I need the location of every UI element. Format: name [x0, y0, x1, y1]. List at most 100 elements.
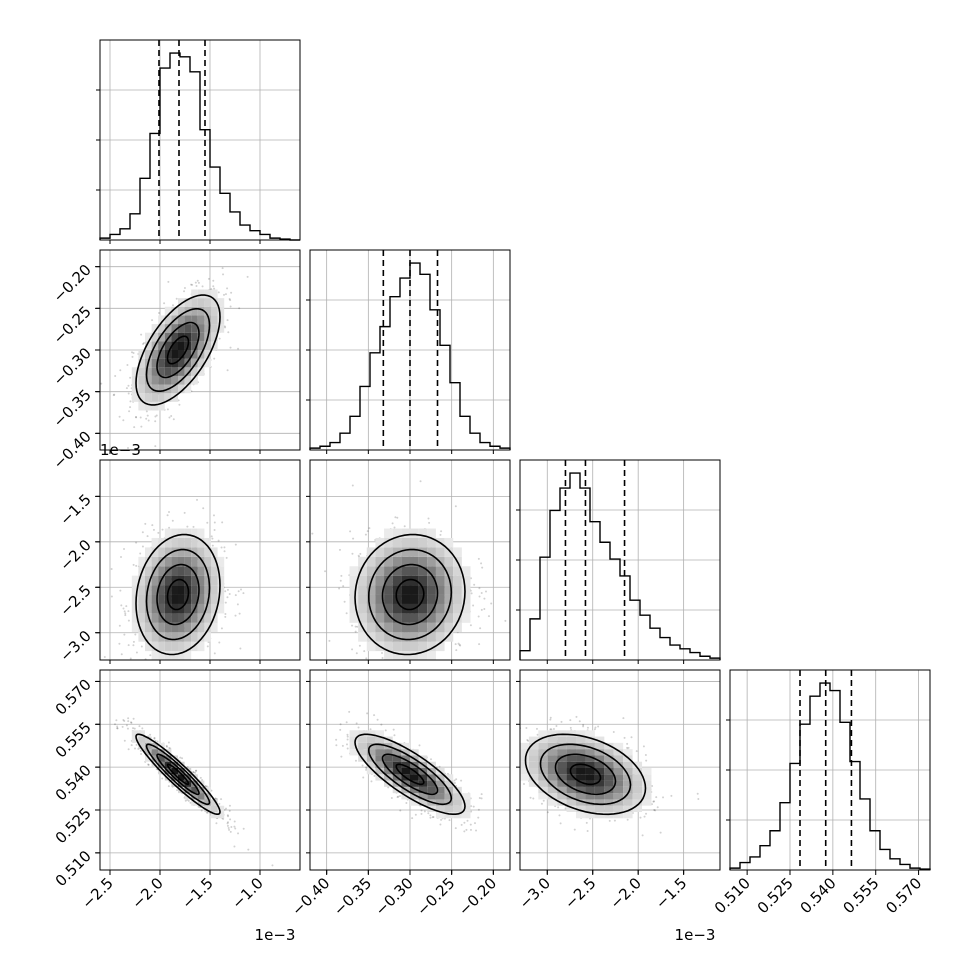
density-cell: [178, 298, 185, 307]
density-cell: [151, 332, 159, 342]
density-cell: [401, 528, 410, 538]
scatter-point: [394, 665, 396, 667]
scatter-point: [472, 805, 475, 808]
scatter-point: [390, 796, 393, 799]
density-cell: [191, 793, 198, 800]
scatter-point: [116, 727, 119, 730]
density-cell: [435, 613, 445, 623]
scatter-point: [233, 820, 236, 823]
density-cell: [392, 622, 402, 633]
density-cell: [435, 575, 445, 586]
density-cell: [392, 537, 402, 548]
scatter-point: [439, 662, 441, 664]
density-cell: [131, 585, 139, 595]
scatter-point: [346, 733, 349, 736]
scatter-point: [110, 568, 113, 571]
scatter-point: [165, 744, 168, 747]
density-cell: [171, 324, 178, 333]
density-cell: [444, 594, 454, 604]
density-cell: [384, 537, 393, 548]
density-cell: [418, 566, 428, 576]
scatter-point: [365, 768, 368, 771]
density-cell: [171, 641, 178, 652]
density-cell: [191, 575, 198, 586]
scatter-point: [469, 624, 472, 627]
scatter-point: [123, 633, 126, 636]
density-cell: [178, 761, 185, 768]
density-cell: [138, 585, 145, 595]
scatter-point: [480, 608, 483, 611]
scatter-point: [214, 797, 217, 800]
density-cell: [444, 585, 454, 595]
density-cell: [131, 375, 139, 385]
density-cell: [197, 594, 205, 604]
scatter-point: [387, 786, 390, 789]
density-cell: [164, 641, 172, 652]
scatter-point: [354, 630, 357, 633]
scatter-point: [455, 649, 458, 652]
density-cell: [145, 332, 152, 342]
density-cell: [164, 774, 172, 781]
density-cell: [444, 537, 454, 548]
scatter-point: [206, 811, 209, 814]
scatter-point: [228, 298, 231, 301]
density-cell: [145, 603, 152, 614]
scatter-point: [118, 642, 121, 645]
density-cell: [384, 622, 393, 633]
density-cell: [151, 575, 159, 586]
density-cell: [145, 641, 152, 652]
scatter-point: [338, 548, 341, 551]
density-cell: [151, 594, 159, 604]
density-cell: [151, 537, 159, 548]
scatter-point: [196, 279, 199, 282]
density-cell: [366, 622, 376, 633]
density-cell: [204, 575, 211, 586]
scatter-point: [187, 799, 190, 802]
scatter-point: [490, 602, 493, 605]
density-cell: [410, 622, 419, 633]
scatter-point: [213, 529, 216, 532]
contour-line: [166, 763, 190, 786]
scatter-point: [341, 744, 344, 747]
scatter-point: [357, 554, 360, 557]
contour-line: [135, 733, 221, 815]
density-cell: [171, 375, 178, 385]
scatter-point: [345, 721, 348, 724]
scatter-point: [237, 832, 240, 835]
density-cell: [418, 575, 428, 586]
scatter-point: [126, 727, 129, 730]
scatter-point: [163, 662, 165, 664]
scatter-point: [127, 644, 130, 647]
density-cell: [164, 341, 172, 350]
density-cell: [392, 566, 402, 576]
scatter-point: [470, 577, 473, 580]
density-cell: [217, 603, 225, 614]
scatter-point: [211, 537, 214, 540]
scatter-point: [238, 612, 241, 615]
density-cell: [401, 622, 410, 633]
scatter-point: [153, 737, 156, 740]
density-cell: [375, 594, 385, 604]
scatter-point: [149, 733, 152, 736]
density-cell: [184, 547, 192, 557]
density-cell: [204, 632, 211, 642]
density-cell: [197, 358, 205, 368]
scatter-point: [142, 341, 145, 344]
density-cell: [211, 799, 218, 806]
density-cell: [444, 613, 454, 623]
scatter-point: [172, 663, 174, 665]
density-cell: [384, 651, 393, 660]
density-cell: [211, 289, 218, 299]
density-cell: [178, 556, 185, 567]
density-cell: [171, 350, 178, 359]
scatter-point: [469, 823, 472, 826]
scatter-point: [147, 763, 150, 766]
scatter-point: [153, 736, 156, 739]
density-cell: [410, 585, 419, 595]
scatter-point: [226, 824, 229, 827]
scatter-point: [220, 798, 223, 801]
density-cell: [410, 632, 419, 642]
scatter-point: [228, 592, 231, 595]
density-cell: [197, 632, 205, 642]
density-cell: [131, 603, 139, 614]
